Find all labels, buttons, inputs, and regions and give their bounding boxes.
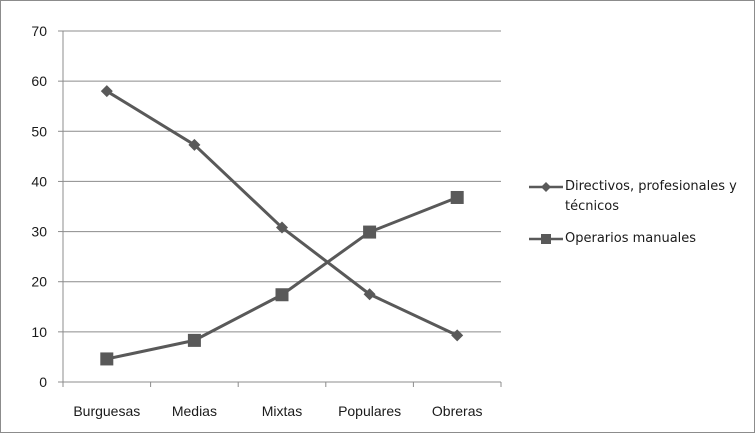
x-tick-label: Populares <box>338 403 401 419</box>
data-point-square <box>450 190 464 204</box>
legend: Directivos, profesionales y técnicos Ope… <box>529 177 754 261</box>
data-point-square <box>187 333 201 347</box>
data-point-diamond <box>363 288 376 301</box>
y-tick-label: 30 <box>31 224 47 240</box>
square-marker-icon <box>529 234 563 244</box>
legend-label: Operarios manuales <box>565 231 697 246</box>
data-point-diamond <box>188 138 201 151</box>
y-tick-label: 40 <box>31 173 47 189</box>
x-tick-label: Medias <box>172 403 217 419</box>
x-tick-label: Mixtas <box>262 403 302 419</box>
y-tick-label: 60 <box>31 73 47 89</box>
tick-labels: 0 10 20 30 40 50 60 70 Burguesas Medias Mixtas Popu… <box>31 23 482 419</box>
data-point-diamond <box>451 329 464 342</box>
data-point-square <box>363 225 377 239</box>
y-tick-label: 10 <box>31 324 47 340</box>
data-point-square <box>275 288 289 302</box>
legend-label: Directivos, profesionales y técnicos <box>565 179 737 214</box>
data-point-diamond <box>276 221 288 234</box>
y-tick-label: 70 <box>31 23 47 39</box>
y-tick-label: 20 <box>31 274 47 290</box>
diamond-marker-icon <box>529 182 563 192</box>
axes <box>58 30 502 387</box>
legend-item-directivos: Directivos, profesionales y técnicos <box>529 177 754 217</box>
x-tick-label: Burguesas <box>73 403 140 419</box>
data-point-diamond <box>100 85 113 98</box>
x-tick-label: Obreras <box>432 403 483 419</box>
y-tick-label: 0 <box>39 374 47 390</box>
gridlines <box>63 30 501 333</box>
legend-item-operarios: Operarios manuales <box>529 229 754 249</box>
y-tick-label: 50 <box>31 123 47 139</box>
data-point-square <box>100 352 114 366</box>
series-layer <box>100 85 464 366</box>
